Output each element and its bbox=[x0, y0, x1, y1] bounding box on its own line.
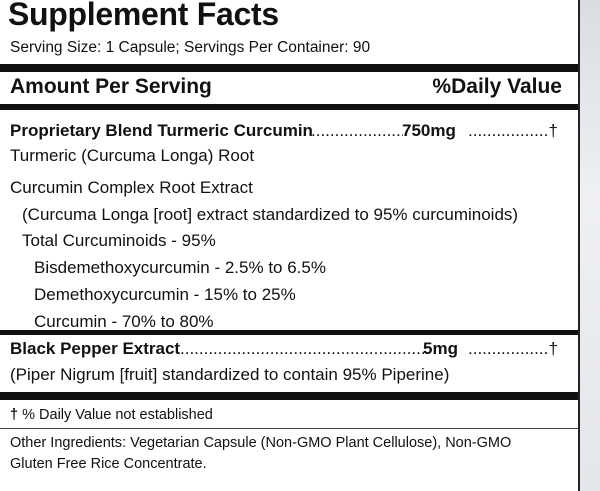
thick-rule-top bbox=[0, 64, 578, 72]
thick-rule-header bbox=[0, 104, 578, 110]
amount-per-serving-header: Amount Per Serving bbox=[10, 75, 212, 98]
dv-footnote: † % Daily Value not established bbox=[10, 406, 213, 424]
serving-info: Serving Size: 1 Capsule; Servings Per Co… bbox=[10, 39, 371, 56]
dv-footnote-text: % Daily Value not established bbox=[18, 407, 213, 423]
dagger-symbol: † bbox=[10, 407, 19, 423]
blend-amount: 750mg bbox=[402, 121, 456, 140]
pepper-dv: † bbox=[548, 339, 558, 358]
background-edge bbox=[580, 0, 600, 491]
blend-line-1: Turmeric (Curcuma Longa) Root bbox=[10, 146, 255, 165]
thin-rule-footnote bbox=[0, 428, 578, 429]
supplement-facts-panel: Supplement Facts Serving Size: 1 Capsule… bbox=[0, 0, 580, 491]
daily-value-header: %Daily Value bbox=[432, 75, 562, 98]
pepper-leader-2: .................. bbox=[468, 339, 548, 358]
blend-line-3: (Curcuma Longa [root] extract standardiz… bbox=[22, 205, 519, 224]
pepper-note: (Piper Nigrum [fruit] standardized to co… bbox=[10, 365, 450, 384]
blend-line-7: Curcumin - 70% to 80% bbox=[34, 312, 214, 331]
blend-leader: .................... bbox=[311, 121, 403, 140]
other-ingredients-line-2: Gluten Free Rice Concentrate. bbox=[10, 456, 207, 472]
thick-rule-bottom bbox=[0, 392, 578, 400]
blend-line-5: Bisdemethoxycurcumin - 2.5% to 6.5% bbox=[34, 258, 326, 277]
blend-dv: † bbox=[548, 121, 558, 140]
blend-line-2: Curcumin Complex Root Extract bbox=[10, 178, 253, 197]
pepper-leader: ........................................… bbox=[180, 339, 424, 358]
blend-name: Proprietary Blend Turmeric Curcumin bbox=[10, 121, 313, 140]
other-ingredients-line-1: Other Ingredients: Vegetarian Capsule (N… bbox=[10, 435, 512, 451]
blend-line-4: Total Curcuminoids - 95% bbox=[22, 231, 216, 250]
thick-rule-mid bbox=[0, 330, 578, 335]
pepper-name: Black Pepper Extract bbox=[10, 339, 181, 358]
panel-title: Supplement Facts bbox=[8, 0, 279, 32]
blend-line-6: Demethoxycurcumin - 15% to 25% bbox=[34, 285, 296, 304]
pepper-amount: 5mg bbox=[423, 339, 458, 358]
blend-leader-2: .................. bbox=[468, 121, 548, 140]
